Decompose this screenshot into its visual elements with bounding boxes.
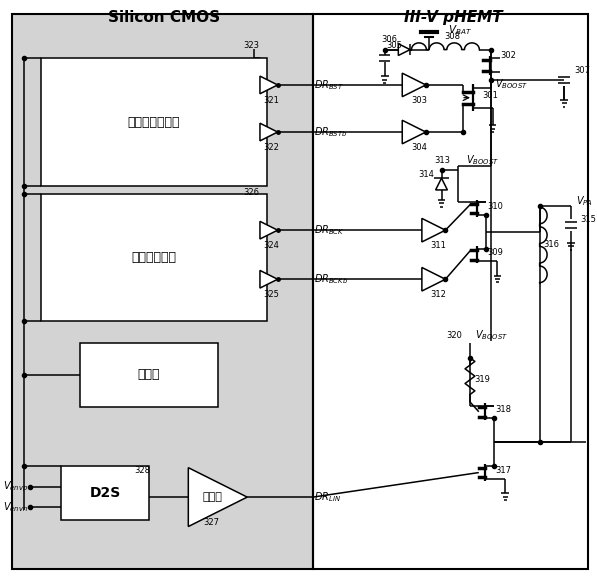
Text: 319: 319 (474, 376, 490, 384)
Text: $V_{PA}$: $V_{PA}$ (576, 194, 593, 208)
Bar (61, 465, 149, 520)
Text: 305: 305 (386, 41, 402, 50)
Text: 318: 318 (496, 405, 511, 414)
Bar (313, 14, 587, 569)
Text: 325: 325 (263, 290, 279, 300)
Bar (81, 343, 218, 407)
Text: D2S: D2S (90, 486, 121, 500)
Text: 升降压控制模块: 升降压控制模块 (128, 116, 180, 128)
Text: 降压控制模块: 降压控制模块 (131, 251, 177, 264)
Text: $V_{BOOST}$: $V_{BOOST}$ (466, 154, 499, 168)
Polygon shape (402, 120, 426, 144)
Text: 309: 309 (488, 248, 503, 257)
Text: $DR_{BSTb}$: $DR_{BSTb}$ (314, 125, 347, 139)
Text: $V_{BAT}$: $V_{BAT}$ (448, 23, 472, 37)
Text: $V_{BOOST}$: $V_{BOOST}$ (496, 77, 528, 91)
Polygon shape (422, 267, 445, 291)
Polygon shape (402, 73, 426, 97)
Polygon shape (260, 270, 278, 288)
Text: 320: 320 (446, 331, 462, 340)
Text: $V_{envp}$: $V_{envp}$ (3, 480, 29, 495)
Bar (41, 194, 267, 321)
Polygon shape (398, 44, 410, 55)
Text: $DR_{LIN}$: $DR_{LIN}$ (314, 490, 341, 504)
Text: $V_{envn}$: $V_{envn}$ (4, 500, 29, 514)
Text: 313: 313 (435, 156, 450, 165)
Text: 322: 322 (263, 143, 279, 152)
Text: 302: 302 (500, 51, 516, 60)
Text: III-V pHEMT: III-V pHEMT (404, 10, 503, 25)
Bar (313, 14, 587, 569)
Text: Silicon CMOS: Silicon CMOS (107, 10, 220, 25)
Polygon shape (436, 178, 447, 190)
Text: $DR_{BST}$: $DR_{BST}$ (314, 78, 344, 92)
Polygon shape (260, 76, 278, 94)
Text: 324: 324 (263, 241, 279, 251)
Polygon shape (260, 221, 278, 239)
Text: 317: 317 (496, 466, 511, 475)
Text: 传感器: 传感器 (138, 369, 161, 381)
Text: 314: 314 (418, 170, 434, 179)
Text: 301: 301 (482, 91, 498, 100)
Text: 315: 315 (580, 215, 596, 224)
Polygon shape (260, 123, 278, 141)
Text: 328: 328 (134, 466, 150, 475)
Bar (12, 14, 313, 569)
Text: 308: 308 (445, 32, 460, 41)
Text: 312: 312 (430, 290, 447, 300)
Bar (12, 14, 313, 569)
Polygon shape (188, 468, 247, 527)
Text: 驱动器: 驱动器 (203, 492, 223, 502)
Text: 307: 307 (574, 66, 590, 75)
Polygon shape (422, 218, 445, 242)
Text: 310: 310 (488, 202, 503, 211)
Text: 303: 303 (411, 96, 427, 105)
Text: 323: 323 (243, 41, 259, 50)
Text: 306: 306 (381, 35, 398, 44)
Bar (41, 58, 267, 186)
Text: $DR_{BCKb}$: $DR_{BCKb}$ (314, 272, 348, 286)
Text: 304: 304 (411, 143, 427, 152)
Text: $DR_{BCK}$: $DR_{BCK}$ (314, 223, 344, 237)
Text: 321: 321 (263, 96, 279, 105)
Text: $V_{BOOST}$: $V_{BOOST}$ (475, 328, 508, 342)
Text: 327: 327 (203, 518, 219, 527)
Text: 316: 316 (543, 241, 559, 249)
Text: 326: 326 (243, 189, 259, 197)
Text: 311: 311 (430, 241, 447, 251)
